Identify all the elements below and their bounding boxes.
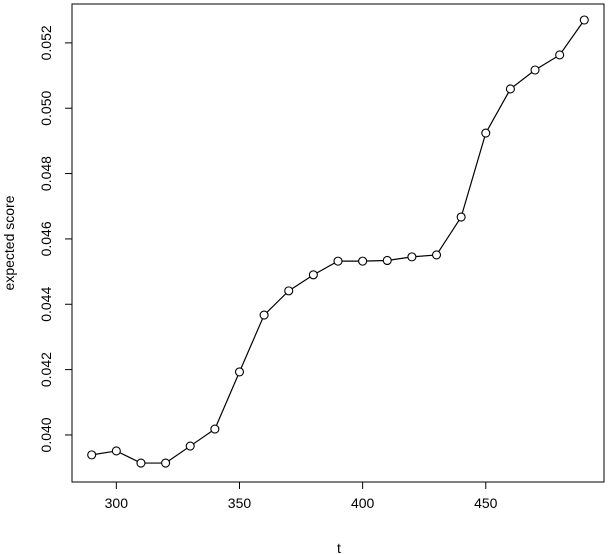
- data-point: [382, 255, 392, 266]
- x-tick-label: 400: [351, 495, 375, 511]
- data-point: [136, 458, 146, 468]
- data-point: [210, 424, 220, 434]
- data-point: [530, 65, 540, 75]
- data-point: [161, 458, 171, 468]
- y-tick-label: 0.050: [38, 91, 54, 126]
- data-point: [431, 250, 442, 260]
- data-point: [259, 310, 269, 320]
- y-tick-label: 0.046: [38, 221, 54, 256]
- data-point: [185, 441, 195, 451]
- data-point: [284, 286, 294, 296]
- data-point: [87, 450, 97, 460]
- data-point: [234, 367, 245, 377]
- x-tick-label: 300: [105, 495, 129, 511]
- y-tick-label: 0.052: [38, 25, 54, 60]
- y-tick-label: 0.042: [38, 352, 54, 387]
- data-point: [407, 252, 417, 262]
- data-point: [481, 128, 491, 138]
- x-tick-label: 350: [228, 495, 252, 511]
- x-tick-label: 450: [474, 495, 498, 511]
- y-axis-label: expected score: [1, 195, 17, 290]
- data-point: [111, 446, 121, 456]
- y-tick-label: 0.040: [38, 417, 54, 452]
- data-point: [579, 15, 589, 25]
- data-point: [333, 256, 343, 266]
- plot-frame: [71, 3, 605, 483]
- data-point: [555, 50, 565, 60]
- x-axis-label: t: [337, 540, 341, 554]
- y-tick-label: 0.044: [38, 287, 54, 322]
- data-point: [456, 212, 466, 222]
- data-point: [358, 256, 368, 266]
- data-point: [505, 84, 515, 94]
- data-point: [308, 270, 318, 280]
- y-tick-label: 0.048: [38, 156, 54, 191]
